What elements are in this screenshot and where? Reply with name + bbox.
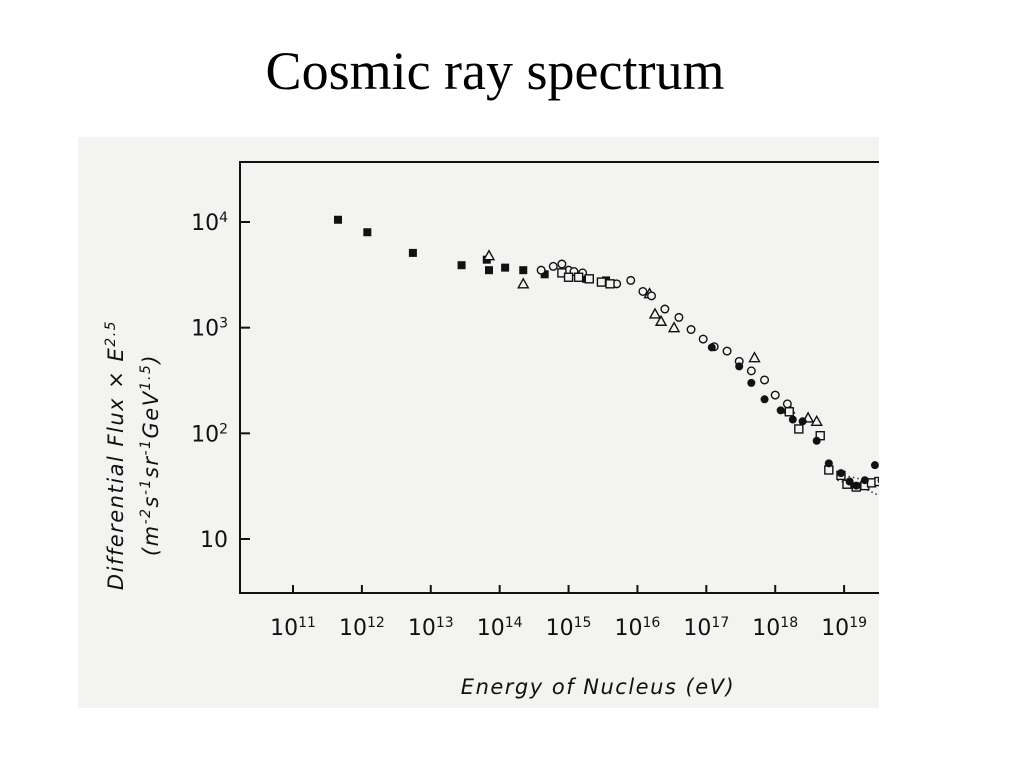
x-tick-label-4: 1015 <box>546 615 592 641</box>
marker-filled-square-2 <box>408 248 417 257</box>
x-tick-label-3: 1014 <box>477 615 523 641</box>
marker-open-square-5 <box>605 279 615 289</box>
marker-open-circle-12 <box>674 312 684 322</box>
marker-open-circle-18 <box>746 366 756 376</box>
x-tick-label-2: 1013 <box>408 615 454 641</box>
y-axis-units-part-2: s <box>139 495 163 507</box>
marker-filled-circle-1 <box>735 362 744 371</box>
x-tick-label-6: 1017 <box>683 615 729 641</box>
marker-open-circle-21 <box>782 399 792 409</box>
marker-filled-circle-5 <box>788 415 797 424</box>
dotted-band-line-0 <box>837 479 879 497</box>
marker-filled-circle-0 <box>707 343 716 352</box>
y-axis-title-exponent: 2.5 <box>103 320 119 347</box>
figure-panel: 1011101210131014101510161017101810191020… <box>78 137 879 708</box>
y-tick-label-2: 103 <box>191 316 228 342</box>
y-axis-units-part-1: -2 <box>138 507 154 524</box>
marker-filled-circle-10 <box>845 477 854 486</box>
y-tick-label-0: 10 <box>200 528 228 553</box>
data-markers <box>333 215 879 492</box>
marker-open-square-2 <box>573 272 584 282</box>
marker-filled-circle-8 <box>824 459 833 468</box>
plot-frame <box>239 161 879 594</box>
x-tick-label-5: 1016 <box>615 615 661 641</box>
marker-open-circle-2 <box>557 259 567 269</box>
marker-open-square-6 <box>784 407 794 417</box>
marker-open-square-7 <box>794 424 804 434</box>
marker-open-triangle-6 <box>748 351 761 363</box>
marker-open-triangle-5 <box>667 321 681 333</box>
marker-filled-circle-12 <box>860 476 869 485</box>
marker-filled-circle-11 <box>852 481 861 490</box>
marker-open-triangle-4 <box>654 314 668 326</box>
y-axis-title: Differential Flux × E2.5 <box>103 320 128 590</box>
y-axis-ticks: 10 102 103 104 <box>191 210 250 553</box>
y-axis-units-part-7: 1.5 <box>138 364 154 391</box>
marker-filled-circle-3 <box>760 395 769 404</box>
marker-open-triangle-9 <box>810 414 823 426</box>
marker-filled-circle-14 <box>877 477 879 484</box>
y-axis-units-part-3: -1 <box>138 478 154 495</box>
y-axis-title-main: Differential Flux × E <box>104 347 128 590</box>
x-axis-title: Energy of Nucleus (eV) <box>461 675 735 699</box>
marker-filled-circle-7 <box>812 436 821 445</box>
marker-open-circle-16 <box>722 346 732 356</box>
marker-filled-square-8 <box>540 270 549 279</box>
marker-open-circle-9 <box>638 286 648 296</box>
marker-filled-circle-6 <box>798 417 807 426</box>
marker-filled-square-1 <box>363 228 372 237</box>
x-axis-ticks: 1011101210131014101510161017101810191020 <box>270 585 867 641</box>
marker-open-circle-0 <box>536 265 546 275</box>
marker-filled-circle-9 <box>836 469 845 478</box>
marker-open-circle-8 <box>626 275 636 285</box>
marker-filled-square-6 <box>501 263 510 272</box>
marker-open-circle-1 <box>548 261 558 271</box>
marker-open-square-1 <box>563 272 574 282</box>
marker-filled-circle-2 <box>747 378 756 387</box>
marker-filled-square-0 <box>333 215 342 224</box>
marker-open-triangle-3 <box>648 307 662 319</box>
marker-open-circle-20 <box>770 390 780 400</box>
x-tick-label-8: 1019 <box>821 615 867 641</box>
marker-open-circle-13 <box>686 325 696 335</box>
marker-filled-square-4 <box>484 266 493 275</box>
y-tick-label-3: 104 <box>191 210 228 236</box>
x-tick-label-7: 1018 <box>752 615 798 641</box>
x-tick-label-0: 1011 <box>270 615 316 641</box>
x-tick-label-1: 1012 <box>339 615 385 641</box>
marker-open-circle-10 <box>647 291 657 301</box>
marker-open-triangle-1 <box>517 277 530 289</box>
y-axis-units-part-0: (m <box>139 524 163 556</box>
marker-open-circle-14 <box>698 334 708 344</box>
y-axis-units-part-6: GeV <box>139 390 163 438</box>
y-tick-label-1: 102 <box>191 421 228 447</box>
marker-filled-square-7 <box>519 266 528 275</box>
y-axis-units-part-5: -1 <box>138 438 154 455</box>
marker-filled-square-3 <box>457 261 466 270</box>
marker-open-triangle-0 <box>482 249 496 261</box>
y-axis-units: (m-2s-1sr-1GeV1.5) <box>138 354 163 556</box>
y-axis-units-part-4: sr <box>139 455 163 478</box>
marker-filled-circle-4 <box>776 406 785 415</box>
slide-title: Cosmic ray spectrum <box>265 41 725 101</box>
marker-open-circle-19 <box>760 375 770 385</box>
marker-open-circle-11 <box>660 304 670 314</box>
y-axis-units-part-8: ) <box>139 354 163 366</box>
marker-open-square-3 <box>584 274 594 284</box>
marker-open-square-4 <box>596 277 607 287</box>
marker-filled-circle-13 <box>870 461 879 470</box>
cosmic-ray-spectrum-chart: 1011101210131014101510161017101810191020… <box>103 161 879 699</box>
